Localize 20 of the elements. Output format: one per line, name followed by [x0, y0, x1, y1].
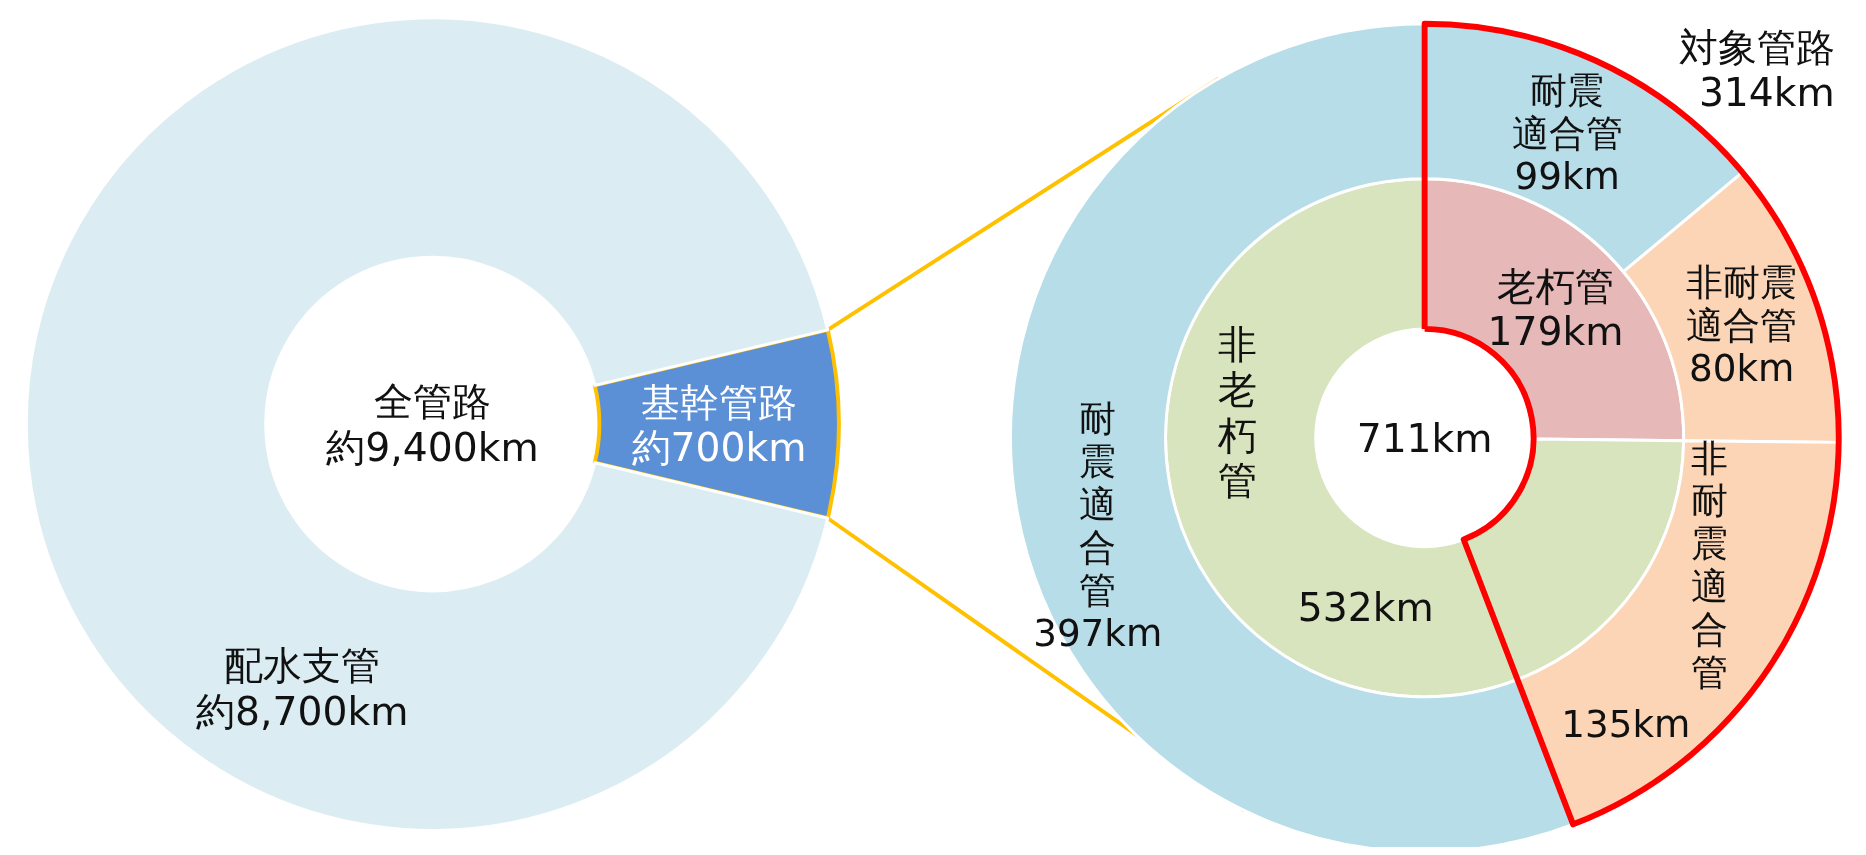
- slice-label: 非耐震適合管: [1686, 259, 1798, 347]
- data-label: 約700km: [631, 424, 807, 470]
- slice-label: 耐震適合管: [1079, 396, 1117, 612]
- slice-label: 耐震適合管: [1511, 68, 1623, 155]
- slice-label: 配水支管: [224, 642, 381, 688]
- data-label: 80km: [1689, 345, 1795, 390]
- slice-label: 基幹管路: [641, 379, 798, 424]
- data-label: 135km: [1561, 702, 1691, 747]
- data-label: 179km: [1487, 308, 1624, 354]
- data-label: 約8,700km: [196, 688, 409, 734]
- data-label: 397km: [1033, 610, 1163, 655]
- slice-label: 非耐震適合管: [1691, 435, 1729, 695]
- slice-label: 老朽管: [1496, 263, 1614, 309]
- data-label: 532km: [1297, 584, 1434, 630]
- slice-label: 非老朽管: [1217, 321, 1258, 503]
- donut-slice: [25, 16, 830, 832]
- text: 対象管路314km: [1678, 24, 1835, 115]
- text: 711km: [1356, 415, 1493, 461]
- text: 全管路約9,400km: [326, 379, 539, 470]
- data-label: 99km: [1514, 153, 1620, 198]
